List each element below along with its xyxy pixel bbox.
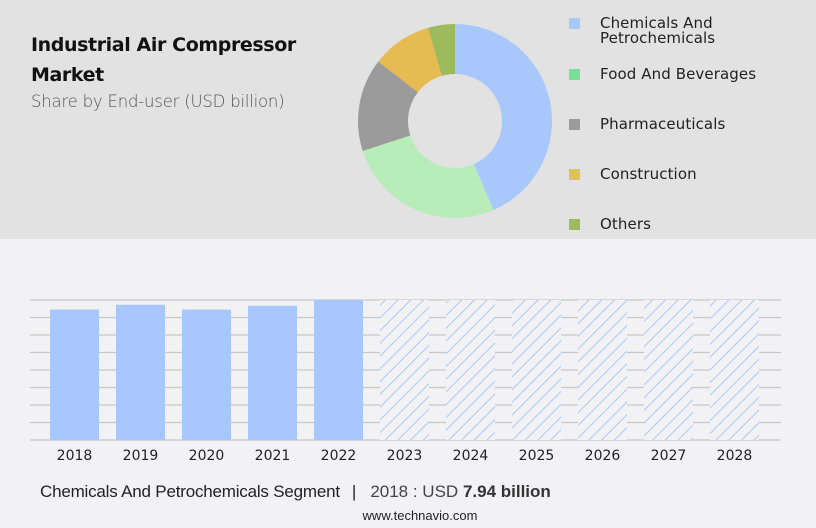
- footer-value-prefix: 2018 : USD: [370, 482, 459, 501]
- bar-2019: [116, 304, 165, 440]
- legend-label: Chemicals And Petrochemicals: [600, 14, 716, 47]
- donut-slice-food-and-beverages: [362, 135, 494, 218]
- forecast-bar-2027: [644, 300, 693, 440]
- legend-label: Others: [600, 215, 652, 233]
- website-link[interactable]: www.technavio.com: [362, 508, 478, 523]
- x-label-2018: 2018: [57, 448, 93, 464]
- bar-2021: [248, 305, 297, 440]
- legend-label: Construction: [600, 165, 697, 183]
- x-label-2022: 2022: [321, 448, 357, 464]
- donut-slice-chemicals-and-petrochemicals: [455, 24, 552, 211]
- forecast-bar-2023: [380, 300, 429, 440]
- legend-swatch: [569, 69, 580, 80]
- x-label-2019: 2019: [123, 448, 159, 464]
- footer-summary: Chemicals And Petrochemicals Segment | 201…: [40, 482, 551, 502]
- bar-chart: 2018 2019 2020 2021 2022 2023 2024 2025 2026 2027…: [30, 299, 781, 464]
- x-label-2028: 2028: [717, 448, 753, 464]
- x-label-2025: 2025: [519, 448, 555, 464]
- x-label-2026: 2026: [585, 448, 621, 464]
- x-label-2021: 2021: [255, 448, 291, 464]
- bar-2020: [182, 309, 231, 440]
- donut-slice-others: [427, 24, 455, 76]
- x-label-2023: 2023: [387, 448, 423, 464]
- donut-slice-construction: [378, 27, 442, 93]
- footer-value: 7.94 billion: [462, 482, 551, 501]
- x-label-2020: 2020: [189, 448, 225, 464]
- bar-2022: [314, 300, 363, 440]
- forecast-bar-2028: [710, 300, 759, 440]
- donut-chart: [358, 24, 552, 218]
- x-label-2027: 2027: [651, 448, 687, 464]
- footer-segment: Chemicals And Petrochemicals Segment: [40, 482, 340, 501]
- legend-label: Food And Beverages: [600, 65, 757, 83]
- legend-swatch: [569, 119, 580, 130]
- chart-title: Industrial Air Compressor Market: [31, 34, 296, 86]
- bars: [50, 300, 759, 440]
- legend-swatch: [569, 219, 580, 230]
- legend-label: Pharmaceuticals: [600, 115, 726, 133]
- x-axis-labels: 2018 2019 2020 2021 2022 2023 2024 2025 2026 2027…: [57, 448, 753, 464]
- chart-subtitle: Share by End-user (USD billion): [31, 92, 285, 111]
- donut-slice-pharmaceuticals: [358, 61, 418, 151]
- forecast-bar-2024: [446, 300, 495, 440]
- footer-separator: |: [351, 482, 357, 501]
- bar-2018: [50, 309, 99, 440]
- forecast-bar-2026: [578, 300, 627, 440]
- legend-swatch: [569, 169, 580, 180]
- forecast-bar-2025: [512, 300, 561, 440]
- legend-swatch: [569, 18, 580, 29]
- x-label-2024: 2024: [453, 448, 489, 464]
